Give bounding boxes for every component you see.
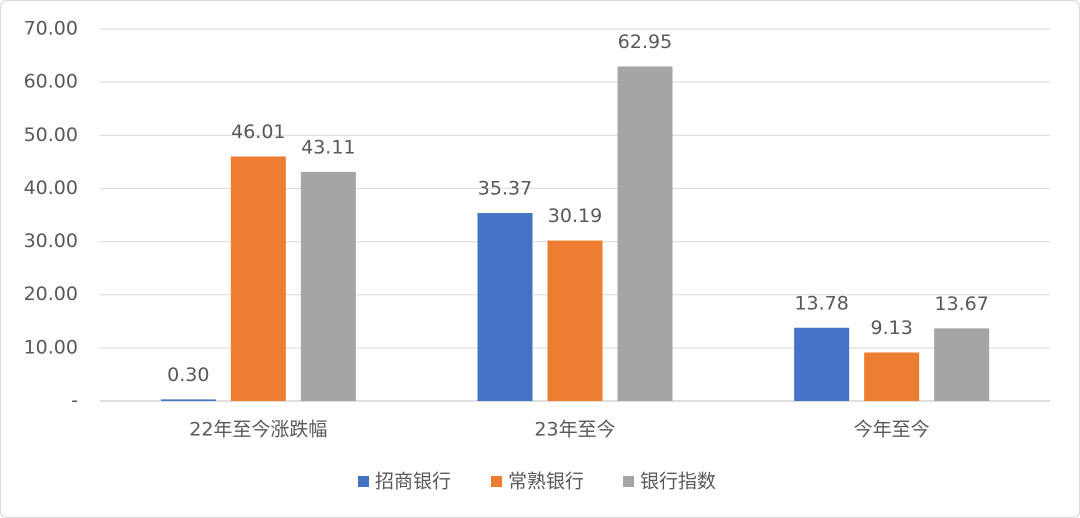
data-label: 46.01 — [231, 121, 285, 143]
bar — [547, 240, 603, 401]
bar — [300, 171, 356, 401]
y-tick-label: 70.00 — [24, 18, 78, 40]
data-label: 35.37 — [478, 178, 532, 200]
bar — [794, 327, 850, 401]
x-tick-label: 今年至今 — [854, 419, 930, 441]
legend-swatch — [491, 476, 502, 487]
y-tick-label: 60.00 — [24, 71, 78, 93]
y-tick-label: 10.00 — [24, 336, 78, 358]
legend-swatch — [358, 476, 369, 487]
data-label: 13.67 — [934, 293, 988, 315]
y-tick-label: 40.00 — [24, 177, 78, 199]
x-tick-label: 23年至今 — [534, 419, 615, 441]
x-tick-label: 22年至今涨跌幅 — [189, 419, 327, 441]
legend-label: 银行指数 — [640, 471, 716, 493]
legend-label: 招商银行 — [375, 471, 451, 493]
bar — [230, 156, 286, 401]
y-tick-label: 50.00 — [24, 124, 78, 146]
y-tick-label: 20.00 — [24, 283, 78, 305]
bar — [477, 213, 533, 401]
bar — [864, 352, 920, 401]
y-tick-label: 30.00 — [24, 230, 78, 252]
bar — [160, 399, 216, 401]
legend-swatch — [623, 476, 634, 487]
legend-label: 常熟银行 — [508, 471, 584, 493]
data-label: 62.95 — [618, 31, 672, 53]
data-label: 13.78 — [794, 292, 848, 314]
bar — [617, 66, 673, 402]
bar — [934, 328, 990, 401]
data-label: 43.11 — [301, 136, 355, 158]
y-tick-label: - — [71, 390, 78, 412]
data-label: 30.19 — [548, 205, 602, 227]
data-label: 9.13 — [871, 317, 913, 339]
data-label: 0.30 — [167, 364, 209, 386]
